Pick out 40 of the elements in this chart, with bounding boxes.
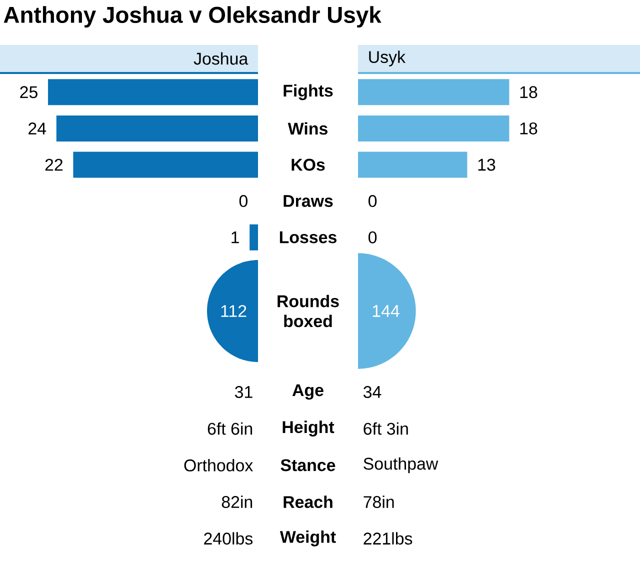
category-label: Rounds boxed (278, 294, 339, 328)
data-label: 0 (239, 195, 248, 208)
data-label: 221lbs (364, 532, 412, 545)
category-label: Height (282, 420, 334, 437)
category-label: Weight (280, 530, 336, 546)
data-label: 25 (20, 86, 38, 98)
data-label: 22 (45, 158, 62, 171)
category-label: Age (292, 384, 324, 400)
data-label: 78in (364, 496, 394, 508)
y-tick-label: Wins (288, 122, 328, 135)
data-label: 24 (28, 122, 46, 134)
data-label: 18 (520, 86, 538, 98)
bar (48, 79, 258, 106)
series-label: Joshua (194, 52, 248, 65)
data-label: 6ft 3in (364, 422, 408, 435)
data-label: 31 (234, 386, 252, 398)
bar (250, 224, 258, 250)
category-label: Stance (280, 459, 336, 472)
data-label: 144 (372, 305, 400, 317)
series-label: Usyk (369, 50, 406, 66)
category-label: Reach (284, 496, 332, 508)
data-label: Orthodox (184, 458, 253, 472)
data-label: 82in (222, 496, 252, 508)
y-tick-label: Fights (284, 84, 333, 100)
y-tick-label: Draws (284, 195, 333, 207)
data-label: 1 (232, 232, 239, 244)
bar (73, 152, 258, 178)
y-tick-label: KOs (292, 158, 325, 171)
data-label: 6ft 6in (208, 422, 252, 435)
data-label: Southpaw (364, 457, 438, 474)
data-label: 13 (478, 158, 496, 171)
chart-title: Anthony Joshua v Oleksandr Usyk (4, 6, 382, 28)
y-tick-label: Losses (280, 231, 336, 244)
data-label: 0 (368, 231, 377, 244)
data-label: 112 (221, 305, 246, 317)
data-label: 240lbs (204, 532, 253, 545)
data-label: 18 (520, 122, 538, 134)
bar (56, 115, 258, 142)
data-label: 0 (368, 195, 377, 208)
data-label: 34 (363, 386, 382, 398)
